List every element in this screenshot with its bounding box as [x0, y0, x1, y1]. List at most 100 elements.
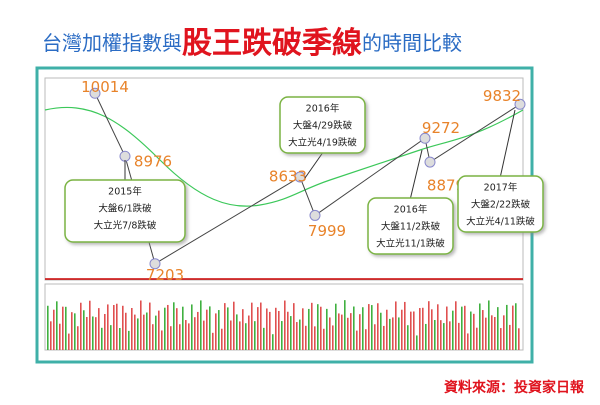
volume-bar	[314, 326, 316, 350]
volume-bar	[437, 304, 439, 350]
volume-bar	[398, 317, 400, 350]
annotation-text: 2017年	[484, 182, 518, 194]
volume-bar	[329, 317, 331, 350]
volume-bar	[92, 316, 94, 350]
volume-bar	[170, 326, 172, 350]
annotation-box	[457, 175, 544, 233]
annotation-text: 大立光4/11跌破	[466, 216, 535, 228]
volume-bar	[200, 300, 202, 350]
point	[309, 209, 321, 221]
data-label: 10014	[81, 78, 129, 96]
volume-bar	[71, 312, 73, 350]
volume-bar	[110, 325, 112, 350]
annotation-text: 2016年	[394, 204, 428, 216]
volume-bar	[350, 313, 352, 350]
volume-bar	[188, 323, 190, 350]
volume-bar	[377, 303, 379, 350]
volume-bar	[410, 311, 412, 350]
volume-bar	[134, 314, 136, 350]
volume-bar	[392, 317, 394, 350]
data-label: 8633	[269, 167, 307, 185]
volume-bar	[443, 323, 445, 350]
volume-bar	[317, 304, 319, 350]
annotation-text: 大盤6/1跌破	[98, 203, 152, 215]
volume-bar	[56, 301, 58, 350]
volume-bar	[47, 305, 49, 350]
volume-bar	[326, 308, 328, 350]
volume-bar	[101, 327, 103, 350]
volume-bar	[434, 320, 436, 350]
volume-bar	[389, 318, 391, 350]
volume-bar	[449, 321, 451, 350]
volume-bar	[308, 308, 310, 350]
volume-bar	[512, 305, 514, 350]
annotation-text: 大立光7/8跌破	[94, 220, 157, 232]
volume-bar	[494, 316, 496, 350]
volume-bar	[404, 301, 406, 350]
volume-bar	[467, 333, 469, 350]
volume-bar	[275, 307, 277, 350]
volume-bar	[164, 307, 166, 350]
annotation-text: 2016年	[306, 103, 340, 115]
volume-bar	[221, 328, 223, 350]
volume-bar	[287, 311, 289, 350]
volume-bar	[452, 310, 454, 350]
volume-bar	[248, 315, 250, 350]
pointer	[410, 149, 423, 199]
volume-bar	[224, 303, 226, 350]
volume-bar	[155, 315, 157, 350]
volume-bar	[182, 306, 184, 350]
volume-bar	[83, 310, 85, 350]
volume-bar	[206, 309, 208, 350]
volume-bar	[158, 310, 160, 350]
volume-bar	[347, 317, 349, 350]
volume-bar	[323, 328, 325, 350]
volume-bar	[269, 311, 271, 350]
volume-bar	[416, 335, 418, 350]
title-part: 的時間比較	[362, 31, 462, 55]
volume-bar	[320, 306, 322, 350]
volume-bar	[278, 310, 280, 350]
volume-bar	[167, 304, 169, 350]
data-label: 9272	[422, 119, 460, 137]
volume-bar	[194, 317, 196, 350]
source: 資料來源：投資家日報	[444, 379, 585, 396]
volume-bar	[341, 314, 343, 350]
volume-bar	[371, 305, 373, 350]
volume-bar	[140, 300, 142, 350]
volume-bar	[209, 306, 211, 350]
data-label: 8879	[427, 177, 465, 195]
volume-bar	[242, 309, 244, 350]
volume-bar	[173, 302, 175, 350]
volume-bar	[464, 305, 466, 350]
volume-bar	[191, 304, 193, 350]
volume-bar	[362, 307, 364, 350]
volume-bar	[338, 313, 340, 350]
data-label: 7999	[308, 222, 346, 240]
volume-bar	[353, 306, 355, 350]
annotation-text: 大立光4/19跌破	[288, 137, 357, 149]
volume-bar	[425, 323, 427, 350]
volume-bar	[368, 304, 370, 350]
point	[89, 87, 101, 99]
volume-bar	[161, 330, 163, 350]
volume-bar	[68, 333, 70, 350]
volume-bar	[251, 302, 253, 350]
volume-bar	[266, 308, 268, 350]
volume-bar	[263, 327, 265, 350]
point	[294, 171, 306, 183]
volume-bar	[473, 313, 475, 350]
pointer	[500, 109, 516, 177]
volume-bar	[458, 322, 460, 350]
volume-bar	[293, 303, 295, 350]
volume-bar	[431, 309, 433, 350]
volume-bar	[74, 313, 76, 350]
pointer	[304, 152, 323, 179]
volume-bar	[374, 324, 376, 350]
volume-bar	[143, 314, 145, 350]
moving-average	[44, 106, 524, 207]
volume-bar	[446, 306, 448, 350]
volume-bar	[395, 301, 397, 350]
volume-bar	[491, 315, 493, 350]
